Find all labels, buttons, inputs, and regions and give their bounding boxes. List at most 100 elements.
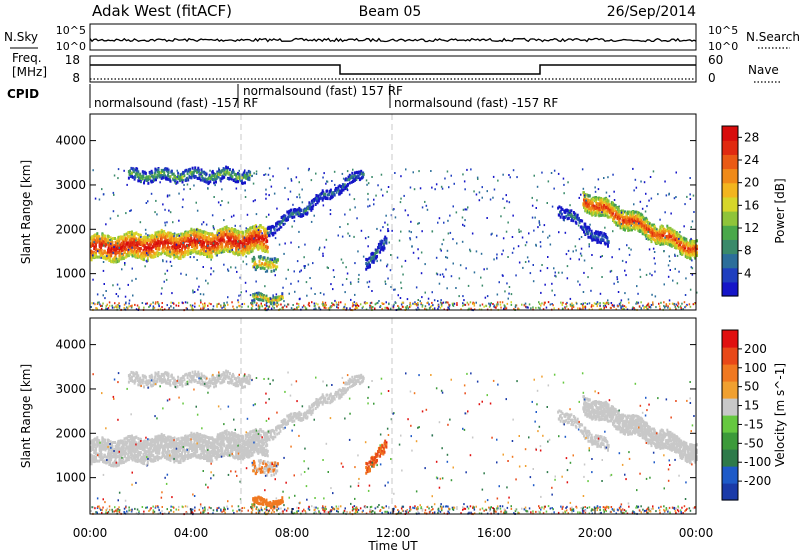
echo-cell <box>223 231 226 235</box>
echo-cell <box>663 283 665 286</box>
echo-cell <box>569 257 572 260</box>
echo-cell <box>597 178 600 181</box>
echo-cell <box>557 271 560 274</box>
echo-cell <box>225 248 228 252</box>
echo-cell <box>478 191 481 194</box>
echo-cell <box>590 207 593 211</box>
echo-cell <box>633 189 635 192</box>
echo-cell <box>684 239 686 243</box>
echo-cell <box>463 299 465 302</box>
echo-cell <box>653 238 656 242</box>
echo-cell <box>203 241 205 244</box>
echo-cell <box>197 166 200 170</box>
echo-cell <box>357 171 359 175</box>
echo-cell <box>179 236 181 240</box>
echo-cell <box>445 268 447 271</box>
echo-cell <box>190 176 193 180</box>
echo-cell <box>498 281 500 284</box>
echo-cell <box>634 226 637 230</box>
echo-cell <box>216 172 219 176</box>
echo-cell <box>570 209 573 213</box>
echo-cell <box>223 239 226 243</box>
echo-cell <box>456 242 458 245</box>
echo-cell <box>257 227 260 231</box>
echo-cell <box>337 185 340 189</box>
echo-cell <box>578 258 580 261</box>
echo-cell <box>253 172 255 175</box>
echo-cell <box>255 291 258 294</box>
echo-cell <box>309 207 311 211</box>
echo-cell <box>145 247 148 250</box>
echo-cell <box>469 250 472 253</box>
echo-cell <box>168 253 171 257</box>
echo-cell <box>182 179 185 182</box>
echo-cell <box>134 246 137 249</box>
echo-cell <box>408 230 411 233</box>
echo-cell <box>169 260 172 263</box>
echo-cell <box>481 186 483 189</box>
echo-cell <box>298 181 300 184</box>
echo-cell <box>245 236 248 240</box>
echo-cell <box>257 291 260 295</box>
echo-cell <box>178 256 181 260</box>
echo-cell <box>580 247 583 250</box>
echo-cell <box>141 177 144 181</box>
echo-cell <box>293 270 295 273</box>
echo-cell <box>310 179 313 182</box>
echo-cell <box>191 171 194 175</box>
echo-cell <box>227 236 230 240</box>
echo-cell <box>298 246 300 249</box>
echo-cell <box>585 206 588 210</box>
echo-cell <box>121 255 124 259</box>
echo-cell <box>348 181 351 185</box>
echo-cell <box>227 245 229 249</box>
echo-cell <box>297 208 299 212</box>
echo-cell <box>263 307 266 310</box>
echo-cell <box>290 179 293 182</box>
echo-cell <box>680 247 683 251</box>
echo-cell <box>600 202 602 206</box>
echo-cell <box>175 181 178 185</box>
echo-cell <box>185 307 188 310</box>
echo-cell <box>226 240 229 244</box>
echo-cell <box>237 171 240 175</box>
echo-cell <box>693 252 696 256</box>
echo-cell <box>464 188 466 191</box>
echo-cell <box>430 305 432 308</box>
echo-cell <box>247 169 250 173</box>
echo-cell <box>208 173 211 177</box>
echo-cell <box>98 255 101 259</box>
echo-cell <box>272 175 274 178</box>
echo-cell <box>612 173 614 176</box>
echo-cell <box>356 217 358 220</box>
echo-cell <box>657 193 659 196</box>
echo-cell <box>307 169 310 172</box>
echo-cell <box>239 246 241 250</box>
echo-cell <box>103 244 105 247</box>
echo-cell <box>170 232 173 236</box>
echo-cell <box>358 273 360 276</box>
echo-cell <box>255 304 257 307</box>
echo-cell <box>128 238 131 242</box>
echo-cell <box>273 228 276 231</box>
echo-cell <box>590 205 593 209</box>
echo-cell <box>257 239 260 243</box>
echo-cell <box>284 186 286 189</box>
echo-cell <box>245 243 248 247</box>
echo-cell <box>188 234 191 238</box>
echo-cell <box>323 246 326 249</box>
echo-cell <box>559 215 562 219</box>
echo-cell <box>639 223 642 227</box>
echo-cell <box>104 237 107 241</box>
echo-cell <box>232 228 234 232</box>
echo-cell <box>156 247 159 251</box>
echo-cell <box>440 185 443 188</box>
echo-cell <box>610 203 613 207</box>
echo-cell <box>693 254 696 258</box>
echo-cell <box>216 231 219 235</box>
echo-cell <box>96 238 99 241</box>
echo-cell <box>685 242 688 246</box>
echo-cell <box>635 210 638 214</box>
echo-cell <box>546 267 549 270</box>
echo-cell <box>170 252 173 256</box>
